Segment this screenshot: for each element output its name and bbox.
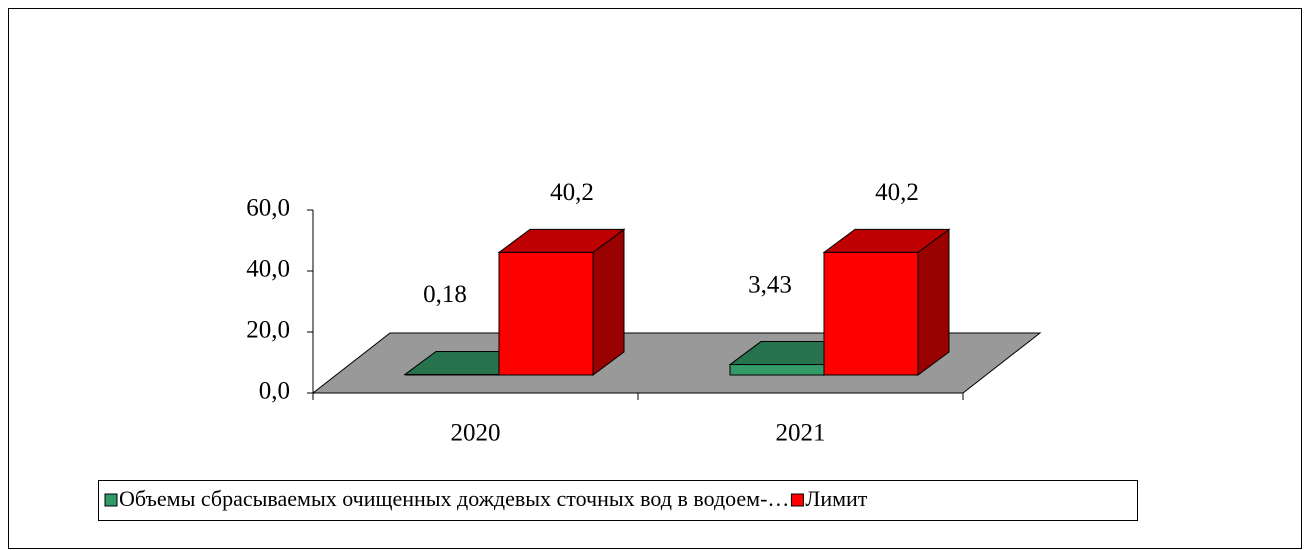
bar-side xyxy=(592,228,625,376)
legend-label: Лимит xyxy=(805,486,867,511)
value-label: 40,2 xyxy=(875,179,919,206)
y-tick-label: 20,0 xyxy=(246,317,290,344)
legend-marker xyxy=(790,493,804,507)
value-label: 40,2 xyxy=(550,179,594,206)
chart-frame xyxy=(8,8,1302,549)
y-tick-label: 60,0 xyxy=(246,195,290,222)
y-tick-label: 0,0 xyxy=(259,378,290,405)
value-label: 0,18 xyxy=(423,281,467,308)
y-tick-label: 40,0 xyxy=(246,256,290,283)
legend-marker xyxy=(104,493,118,507)
bar xyxy=(823,251,919,376)
bar-side xyxy=(917,228,950,376)
bar xyxy=(404,373,500,376)
value-label: 3,43 xyxy=(748,271,792,298)
x-tick-label: 2020 xyxy=(451,420,501,447)
bar xyxy=(729,364,825,376)
bar xyxy=(498,251,594,376)
x-tick-label: 2021 xyxy=(776,420,826,447)
legend-box xyxy=(98,480,1138,521)
legend-label: Объемы сбрасываемых очищенных дождевых с… xyxy=(119,486,789,511)
